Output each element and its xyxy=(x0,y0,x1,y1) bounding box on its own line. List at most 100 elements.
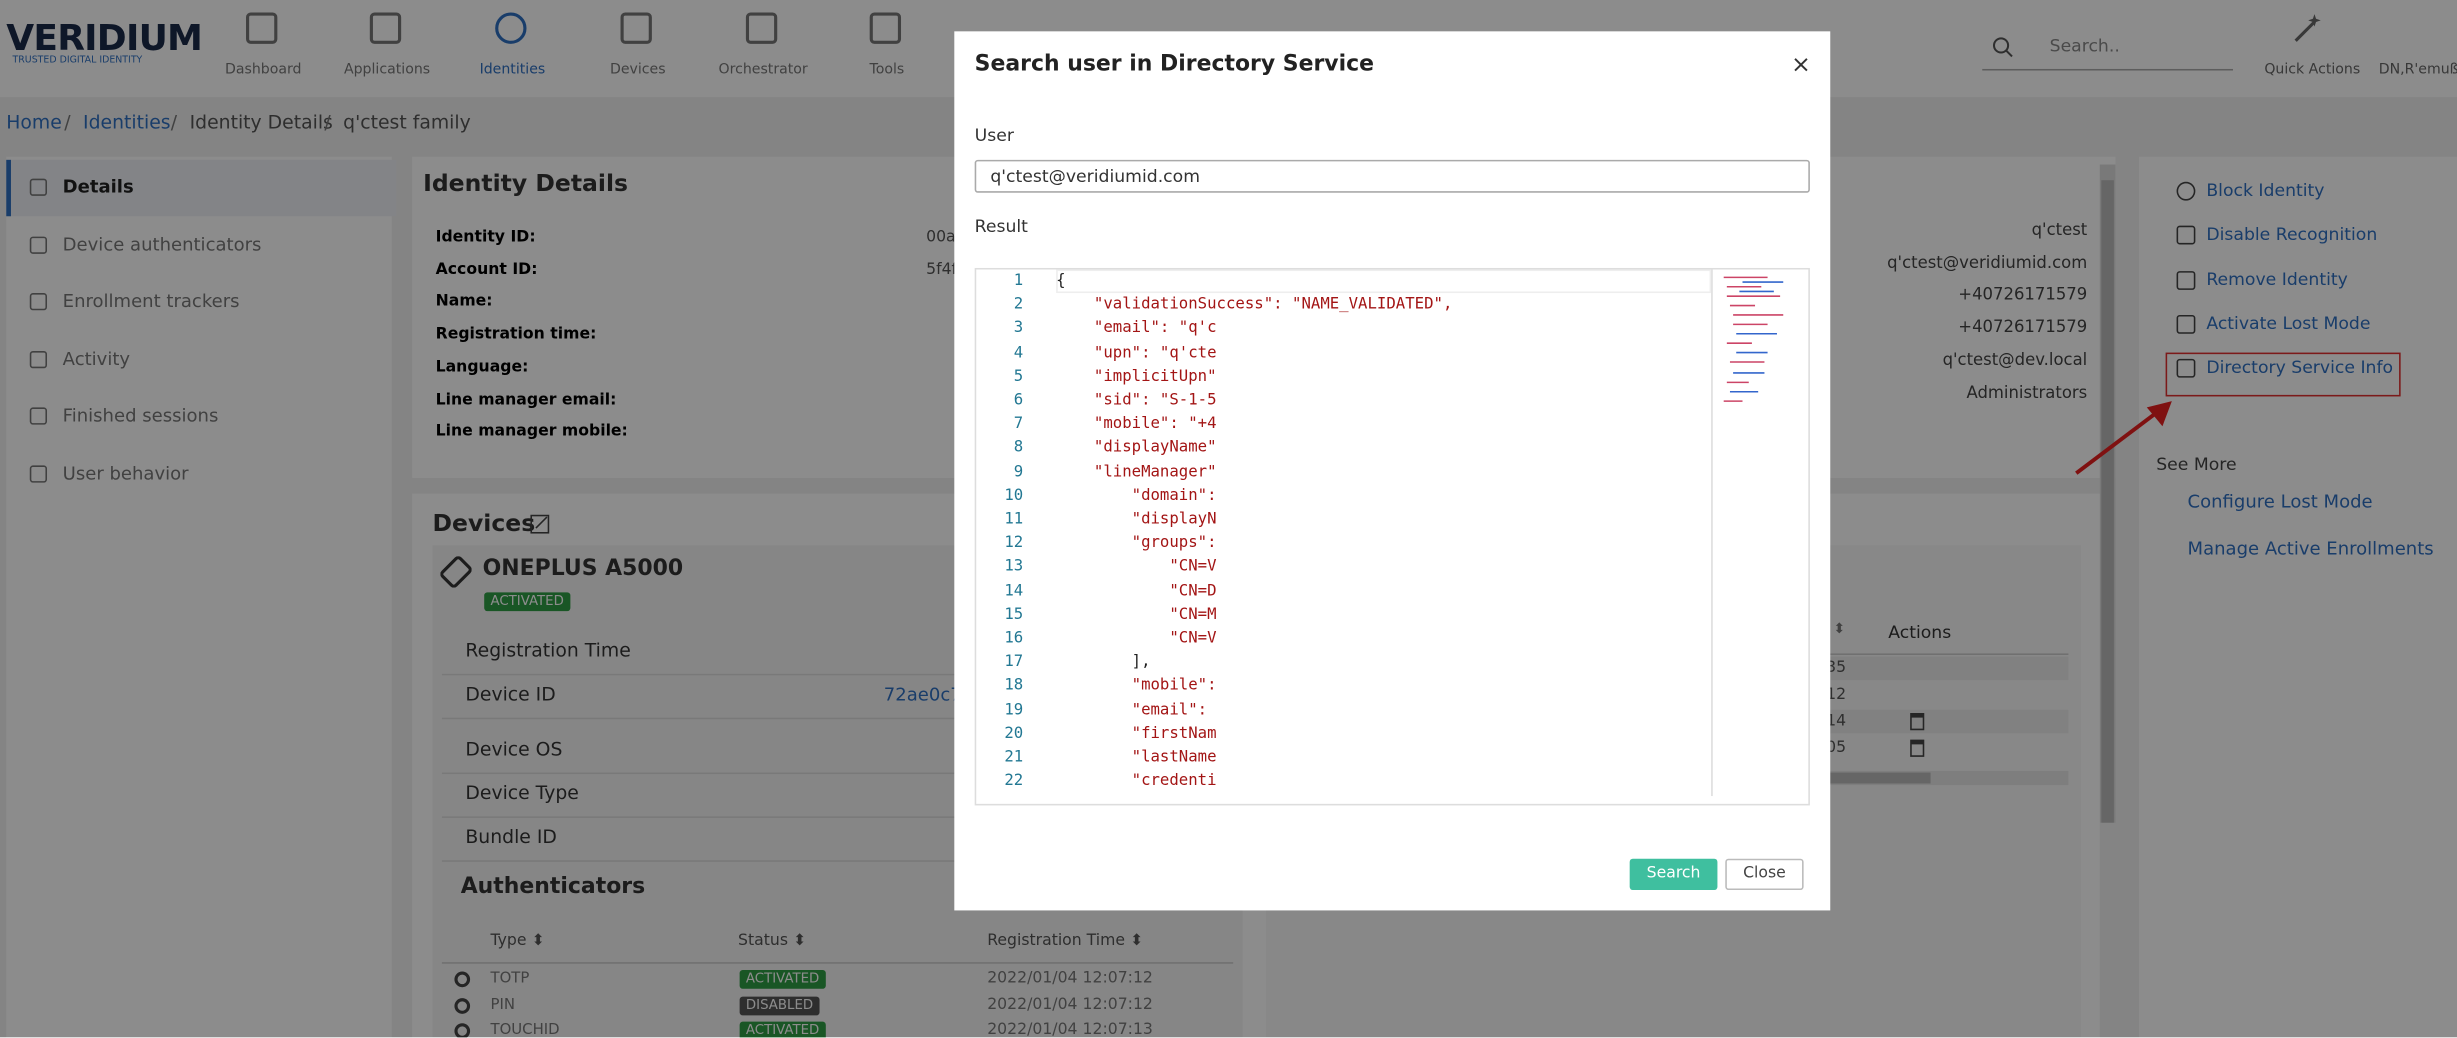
field-value: 00a xyxy=(926,228,956,247)
status-badge: ACTIVATED xyxy=(739,969,826,989)
code-line: "email": xyxy=(1056,701,1208,719)
field-value: +40726171579 xyxy=(1958,285,2088,305)
identity-title: Identity Details xyxy=(423,169,629,198)
result-editor xyxy=(974,267,1810,806)
field-label: Line manager mobile: xyxy=(435,423,628,441)
nav-icon[interactable] xyxy=(869,12,902,44)
quick-actions-icon xyxy=(2294,14,2321,42)
field-value: q'ctest xyxy=(2031,220,2088,240)
nav-icon[interactable] xyxy=(495,12,527,44)
field-label: Registration time: xyxy=(435,326,597,344)
close-button[interactable]: Close xyxy=(1725,858,1804,891)
breadcrumb-item[interactable]: Identities xyxy=(83,111,171,134)
code-line: "lineManager" xyxy=(1056,463,1217,481)
device-row-label: Registration Time xyxy=(465,639,631,662)
field-value: Administrators xyxy=(1966,383,2088,402)
see-more-link[interactable]: Manage Active Enrollments xyxy=(2187,536,2434,559)
modal-close-x[interactable]: × xyxy=(1791,50,1811,79)
line-number: 17 xyxy=(1004,653,1024,671)
code-line: "CN=M xyxy=(1056,606,1217,624)
sidebar-item[interactable]: User behavior xyxy=(62,462,189,485)
search-icon xyxy=(1992,37,2013,58)
field-value: q'ctest@veridiumid.com xyxy=(1887,253,2088,273)
auth-type: TOUCHID xyxy=(490,1021,560,1038)
code-line: "credenti xyxy=(1056,772,1217,791)
see-more-link[interactable]: Configure Lost Mode xyxy=(2187,490,2373,513)
breadcrumb-item[interactable]: Home xyxy=(6,111,62,134)
user-input[interactable]: q'ctest@veridiumid.com xyxy=(974,159,1810,193)
authenticators-title: Authenticators xyxy=(460,874,646,900)
sidebar xyxy=(6,156,392,1038)
breadcrumb-sep: / xyxy=(64,111,71,134)
field-value: q'ctest@dev.local xyxy=(1942,350,2088,370)
minimap-border xyxy=(1711,269,1713,797)
sidebar-icon xyxy=(29,178,48,196)
auth-time: 2022/01/04 12:07:13 xyxy=(987,1021,1153,1038)
status-badge: ACTIVATED xyxy=(484,592,571,612)
nav-item[interactable]: Dashboard xyxy=(224,62,302,79)
line-number: 9 xyxy=(1013,463,1024,481)
open-icon[interactable] xyxy=(530,514,550,534)
nav-icon[interactable] xyxy=(745,12,778,44)
modal xyxy=(954,31,1831,911)
action-link[interactable]: Block Identity xyxy=(2206,180,2325,201)
sidebar-item[interactable]: Finished sessions xyxy=(62,404,219,427)
action-link[interactable]: Disable Recognition xyxy=(2206,224,2378,245)
nav-item[interactable]: Devices xyxy=(609,62,666,79)
search-button[interactable]: Search xyxy=(1629,858,1718,891)
auth-type: PIN xyxy=(490,995,515,1014)
actions-header: Actions xyxy=(1888,622,1952,643)
nav-item[interactable]: Identities xyxy=(479,62,546,79)
sidebar-active xyxy=(6,159,397,217)
delete-icon[interactable] xyxy=(1910,712,1925,731)
scrollbar-thumb[interactable] xyxy=(2101,180,2114,823)
table-header: Registration Time ⬍ xyxy=(987,932,1144,950)
quick-actions[interactable]: Quick Actions xyxy=(2264,62,2361,79)
nav-item[interactable]: Tools xyxy=(869,62,905,79)
h-scroll-thumb[interactable] xyxy=(1817,772,1931,784)
code-line: "sid": "S-1-5 xyxy=(1056,391,1217,409)
line-number: 2 xyxy=(1013,296,1024,314)
nav-item[interactable]: Orchestrator xyxy=(718,62,808,79)
line-number: 4 xyxy=(1013,344,1024,362)
auth-icon xyxy=(454,997,471,1014)
divider xyxy=(1817,653,2069,656)
breadcrumb-item: q'ctest family xyxy=(343,111,471,134)
nav-icon[interactable] xyxy=(369,12,402,44)
code-line: "CN=V xyxy=(1056,558,1217,576)
search-input[interactable]: Search.. xyxy=(2049,36,2120,57)
sort-icon: ⬍ xyxy=(1833,622,1846,638)
table-header: Type ⬍ xyxy=(490,932,545,950)
action-link[interactable]: Activate Lost Mode xyxy=(2206,313,2371,334)
minimap xyxy=(1723,276,1784,402)
result-label: Result xyxy=(974,216,1028,237)
action-link[interactable]: Remove Identity xyxy=(2206,268,2348,290)
action-link[interactable]: Directory Service Info xyxy=(2206,357,2394,378)
search-underline xyxy=(1982,68,2233,71)
sidebar-item[interactable]: Device authenticators xyxy=(62,232,262,255)
nav-icon[interactable] xyxy=(620,12,652,44)
code-line: "CN=V xyxy=(1056,629,1217,648)
highlight-box xyxy=(2165,352,2401,397)
line-number: 14 xyxy=(1004,582,1024,600)
action-icon xyxy=(2176,226,2196,245)
sidebar-item[interactable]: Activity xyxy=(62,347,131,370)
user-label: User xyxy=(974,125,1014,146)
line-number: 20 xyxy=(1004,725,1024,743)
code-line: "groups": xyxy=(1056,534,1217,552)
sidebar-icon xyxy=(29,235,48,254)
nav-item[interactable]: Applications xyxy=(343,62,431,79)
user-menu[interactable]: DN,R'emuß C xyxy=(2378,62,2457,79)
line-number: 5 xyxy=(1013,367,1024,386)
device-row-label: Device OS xyxy=(465,738,563,760)
delete-icon[interactable] xyxy=(1910,739,1925,757)
sidebar-item[interactable]: Enrollment trackers xyxy=(62,290,240,313)
row-divider xyxy=(441,860,1234,862)
code-line: "firstNam xyxy=(1056,725,1217,743)
sidebar-item[interactable]: Details xyxy=(62,175,134,198)
nav-icon[interactable] xyxy=(246,12,278,44)
code-line: "mobile": xyxy=(1056,677,1217,695)
header-divider xyxy=(441,962,1234,964)
